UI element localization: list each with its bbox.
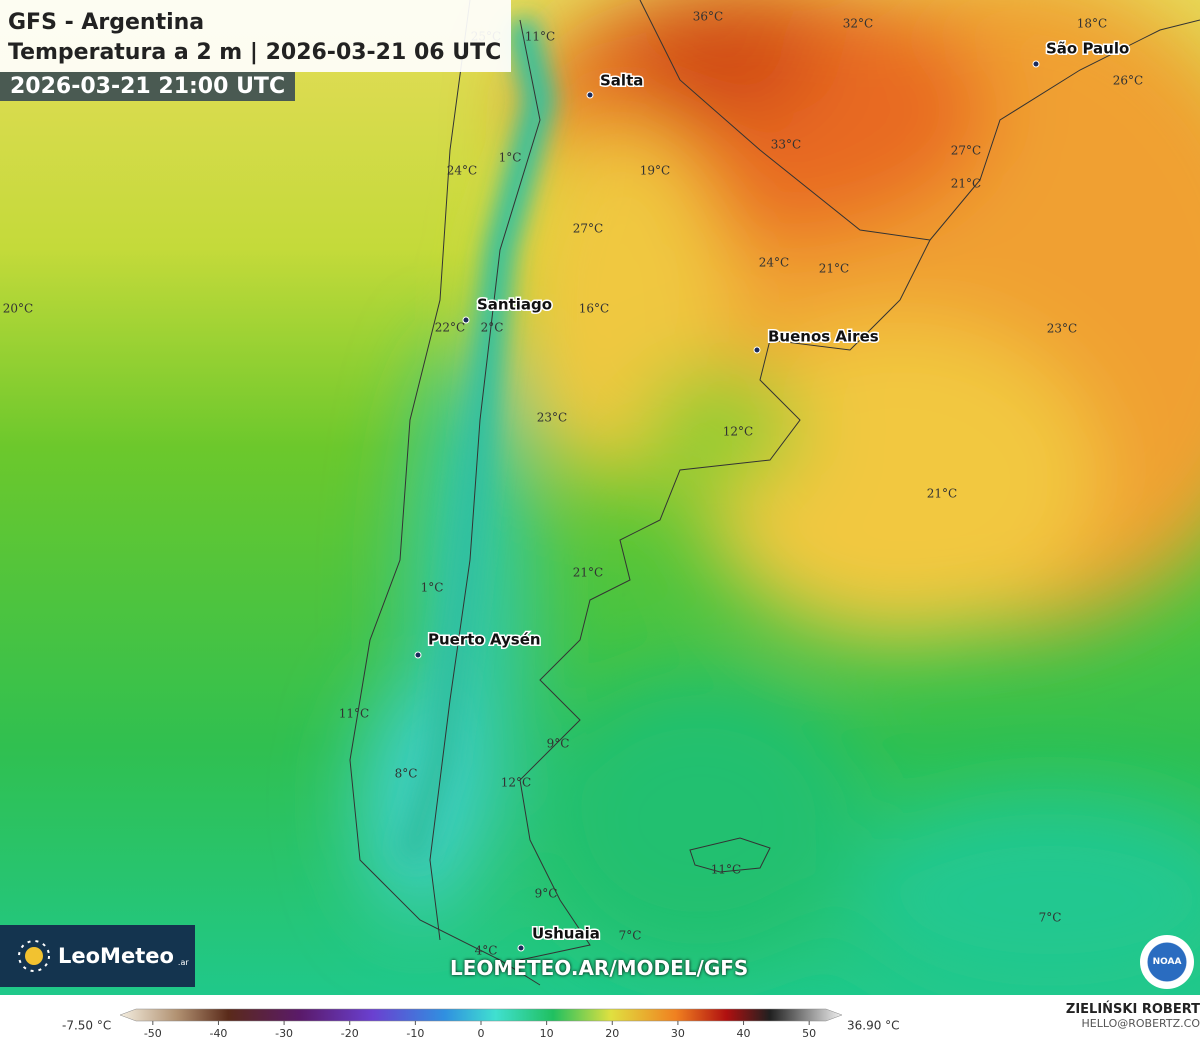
temperature-label: 23°C [1047,322,1077,336]
logo: LeoMeteo .ar [0,925,195,987]
temperature-label: 11°C [525,30,555,44]
temperature-label: 11°C [711,863,741,877]
header: GFS - Argentina Temperatura a 2 m | 2026… [0,0,512,72]
temperature-label: 1°C [421,581,444,595]
credit-email: HELLO@ROBERTZ.CO [1081,1017,1200,1030]
city-dot [414,651,422,659]
temperature-label: 9°C [535,887,558,901]
coastline-east [519,0,931,961]
colorbar-tick-label: 20 [605,1027,619,1040]
temperature-label: 12°C [723,425,753,439]
temperature-label: 18°C [1077,17,1107,31]
city-label: Salta [600,72,643,90]
borders [349,0,1200,986]
colorbar-min: -7.50 °C [62,1019,111,1033]
colorbar-tick-label: -20 [341,1027,359,1040]
temperature-label: 21°C [573,566,603,580]
temperature-label: 27°C [951,144,981,158]
temperature-label: 24°C [759,256,789,270]
credit: ZIELIŃSKI ROBERT HELLO@ROBERTZ.CO [1066,1002,1200,1030]
temperature-label: 32°C [843,17,873,31]
temperature-label: 19°C [640,164,670,178]
temperature-label: 20°C [3,302,33,316]
city-dot [1032,60,1040,68]
city-label: Puerto Aysén [428,631,541,649]
city-dot [586,91,594,99]
city-label: Ushuaia [532,925,600,943]
temperature-label: 16°C [579,302,609,316]
temperature-label: 36°C [693,10,723,24]
city-dot [753,346,761,354]
colorbar-tick-label: -10 [406,1027,424,1040]
colorbar-max: 36.90 °C [847,1019,900,1033]
temperature-label: 26°C [1113,74,1143,88]
temperature-label: 23°C [537,411,567,425]
temperature-label: 8°C [395,767,418,781]
temperature-label: 4°C [475,944,498,958]
temperature-label: 7°C [619,929,642,943]
colorbar-tick-label: -30 [275,1027,293,1040]
temperature-label: 27°C [573,222,603,236]
temperature-field [360,0,1200,995]
colorbar-tick-label: 40 [737,1027,751,1040]
valid-time: 2026-03-21 21:00 UTC [0,72,296,101]
temperature-label: 21°C [927,487,957,501]
temperature-label: 22°C [435,321,465,335]
noaa-logo: NOAA [1140,935,1194,989]
colorbar-tick-label: 30 [671,1027,685,1040]
temperature-label: 21°C [819,262,849,276]
colorbar-bar [119,1008,843,1022]
temperature-label: 33°C [771,138,801,152]
subtitle: Temperatura a 2 m | 2026-03-21 06 UTC [8,40,502,65]
model-url: LEOMETEO.AR/MODEL/GFS [450,956,749,980]
temperature-label: 7°C [1039,911,1062,925]
title: GFS - Argentina [8,10,205,35]
colorbar-tick-label: -40 [209,1027,227,1040]
footer: -7.50 °C 36.90 °C -50 -40 -30 -20 -10 0 10 20 30… [0,995,1200,1040]
city-dot [462,316,470,324]
border-chile [429,19,541,941]
colorbar-tick-label: -50 [144,1027,162,1040]
logo-suffix: .ar [177,957,189,967]
city-dot [517,944,525,952]
city-label: Santiago [477,296,552,314]
colorbar-tick-label: 10 [540,1027,554,1040]
temperature-label: 12°C [501,776,531,790]
colorbar: -7.50 °C 36.90 °C -50 -40 -30 -20 -10 0 10 20 30… [62,1008,900,1040]
temperature-label: 21°C [951,177,981,191]
temperature-label: 9°C [547,737,570,751]
temperature-label: 1°C [499,151,522,165]
logo-text: LeoMeteo [58,944,174,968]
temperature-label: 24°C [447,164,477,178]
temperature-label: 2°C [481,321,504,335]
sun-icon [18,940,50,972]
map: 25°C11°C36°C32°C18°C26°C19°C24°C1°C33°C2… [0,0,1200,995]
temperature-label: 11°C [339,707,369,721]
city-label: Buenos Aires [768,328,879,346]
colorbar-tick-label: 50 [802,1027,816,1040]
coastline-brazil [929,19,1200,241]
coastline-west [349,0,541,986]
city-label: São Paulo [1046,40,1129,58]
colorbar-tick-label: 0 [478,1027,485,1040]
credit-name: ZIELIŃSKI ROBERT [1065,1002,1200,1017]
falklands [689,837,771,873]
